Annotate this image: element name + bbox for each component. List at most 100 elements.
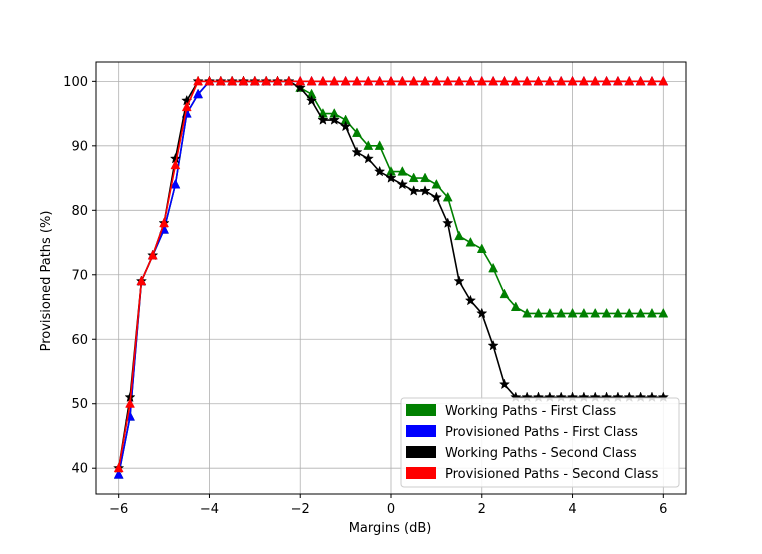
data-point <box>249 75 260 86</box>
data-point <box>283 75 294 86</box>
data-point <box>147 249 158 260</box>
ticks: −6 −4 −2 0 2 4 6 40 50 60 70 80 90 100 <box>63 75 667 517</box>
data-point <box>442 191 453 202</box>
data-point <box>238 75 249 86</box>
x-tick-label: −2 <box>291 502 310 517</box>
legend-label: Provisioned Paths - First Class <box>445 425 638 440</box>
data-point <box>351 146 363 158</box>
data-point <box>352 127 362 137</box>
legend-box <box>400 397 680 488</box>
data-point <box>396 178 408 190</box>
data-point <box>397 166 408 176</box>
data-point <box>113 462 124 473</box>
data-point <box>613 75 623 86</box>
data-point <box>498 378 511 390</box>
legend: Working Paths - First Class Provisioned P… <box>400 397 680 488</box>
data-point <box>261 75 272 86</box>
series-layer <box>113 75 669 479</box>
data-point <box>363 140 374 150</box>
data-point <box>567 75 578 86</box>
data-point <box>362 152 374 164</box>
data-point <box>374 75 385 86</box>
data-point <box>294 81 306 93</box>
legend-swatch <box>406 404 436 416</box>
data-point <box>533 75 544 86</box>
data-point <box>295 75 306 86</box>
legend-swatch <box>406 446 436 458</box>
data-point <box>420 172 430 183</box>
data-point <box>601 75 612 86</box>
data-point <box>510 301 521 312</box>
x-tick-label: 6 <box>659 502 667 517</box>
data-point <box>476 75 487 86</box>
data-point <box>658 75 669 86</box>
y-tick-label: 80 <box>71 204 88 219</box>
data-point <box>442 75 453 86</box>
data-point <box>624 307 635 318</box>
y-axis-label: Provisioned Paths (%) <box>39 211 54 352</box>
data-point <box>340 75 351 86</box>
data-point <box>113 469 124 479</box>
data-point <box>488 75 499 86</box>
data-point <box>453 275 465 287</box>
data-point <box>181 101 192 112</box>
data-point <box>556 75 567 86</box>
data-point <box>624 75 635 86</box>
data-point <box>590 307 601 318</box>
data-point <box>613 307 623 318</box>
legend-label: Provisioned Paths - Second Class <box>445 467 659 482</box>
data-point <box>635 75 646 86</box>
data-point <box>352 75 362 86</box>
data-point <box>317 114 329 125</box>
data-point <box>544 75 555 86</box>
x-tick-label: 4 <box>568 502 576 517</box>
data-point <box>363 75 374 86</box>
data-point <box>305 94 318 106</box>
data-point <box>193 75 204 86</box>
data-point <box>227 75 238 86</box>
data-point <box>476 243 487 253</box>
data-point <box>578 307 589 318</box>
data-point <box>647 75 657 86</box>
legend-swatch <box>406 425 436 437</box>
data-point <box>374 165 386 177</box>
data-point <box>431 178 442 189</box>
x-tick-label: 0 <box>387 502 395 517</box>
data-point <box>386 75 396 86</box>
data-point <box>544 307 555 318</box>
data-point <box>408 75 419 86</box>
data-point <box>329 75 340 86</box>
data-point <box>465 236 476 247</box>
y-tick-label: 100 <box>63 75 88 90</box>
data-point <box>430 191 443 203</box>
data-point <box>170 159 181 170</box>
data-point <box>522 307 533 318</box>
data-point <box>339 120 352 132</box>
data-point <box>556 307 567 318</box>
data-point <box>464 294 477 306</box>
y-tick-label: 70 <box>71 268 88 283</box>
data-point <box>454 230 464 241</box>
data-point <box>499 288 510 299</box>
data-point <box>408 185 420 196</box>
data-point <box>488 262 499 273</box>
data-point <box>318 75 328 86</box>
y-tick-label: 60 <box>71 333 88 348</box>
data-point <box>408 172 419 183</box>
data-point <box>306 75 317 86</box>
data-point <box>533 307 544 318</box>
y-tick-label: 90 <box>71 139 88 154</box>
data-point <box>374 140 385 150</box>
data-point <box>454 75 464 86</box>
data-point <box>522 75 533 86</box>
data-point <box>193 88 204 99</box>
y-tick-label: 50 <box>71 397 88 412</box>
y-tick-label: 40 <box>71 462 88 477</box>
data-point <box>420 75 430 86</box>
data-point <box>465 75 476 86</box>
data-point <box>635 307 646 318</box>
data-point <box>419 185 431 196</box>
data-point <box>499 75 510 86</box>
data-point <box>159 217 169 228</box>
